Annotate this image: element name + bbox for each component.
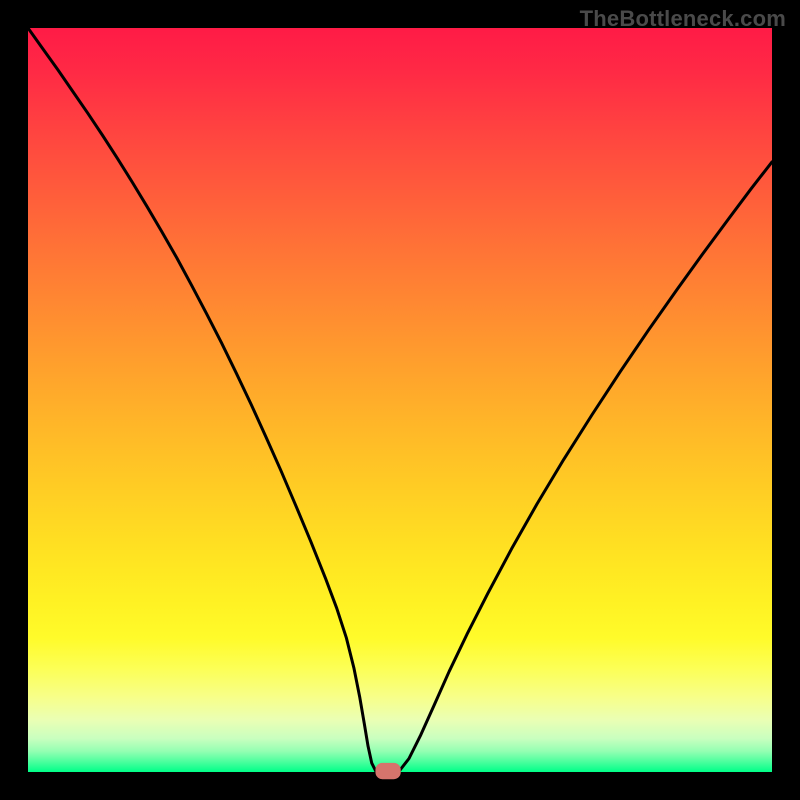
- current-config-marker: [375, 763, 400, 779]
- watermark-label: TheBottleneck.com: [580, 6, 786, 32]
- chart-root: TheBottleneck.com: [0, 0, 800, 800]
- bottleneck-chart: [0, 0, 800, 800]
- chart-background: [28, 28, 772, 772]
